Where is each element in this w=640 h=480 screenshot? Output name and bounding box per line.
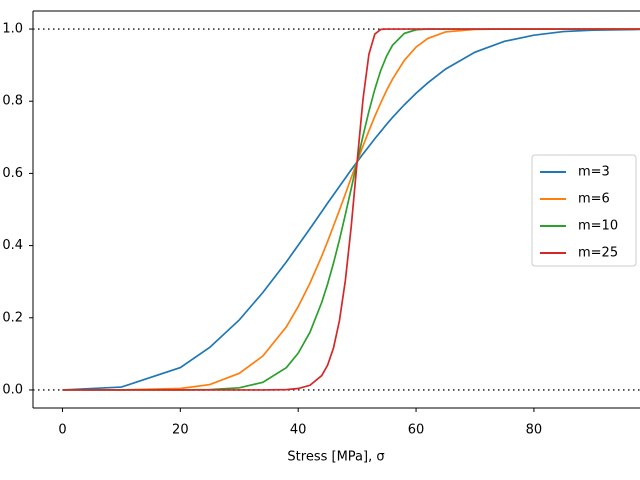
legend-label: m=25 <box>578 246 618 261</box>
y-tick-label: 0.8 <box>2 94 23 109</box>
y-tick-label: 0.4 <box>2 238 23 253</box>
x-tick-label: 60 <box>408 423 425 438</box>
y-tick-label: 0.2 <box>2 310 23 325</box>
legend-label: m=3 <box>578 165 610 180</box>
legend-label: m=6 <box>578 192 610 207</box>
x-tick-label: 40 <box>290 423 307 438</box>
x-tick-label: 20 <box>172 423 189 438</box>
x-tick-label: 0 <box>58 423 66 438</box>
x-tick-label: 80 <box>526 423 543 438</box>
y-tick-label: 0.0 <box>2 382 23 397</box>
legend-label: m=10 <box>578 219 618 234</box>
y-tick-label: 1.0 <box>2 22 23 37</box>
series-line <box>62 28 640 391</box>
legend-box <box>531 154 637 267</box>
series-line <box>62 28 640 391</box>
x-axis-label: Stress [MPa], σ <box>287 450 384 465</box>
y-tick-label: 0.6 <box>2 166 23 181</box>
